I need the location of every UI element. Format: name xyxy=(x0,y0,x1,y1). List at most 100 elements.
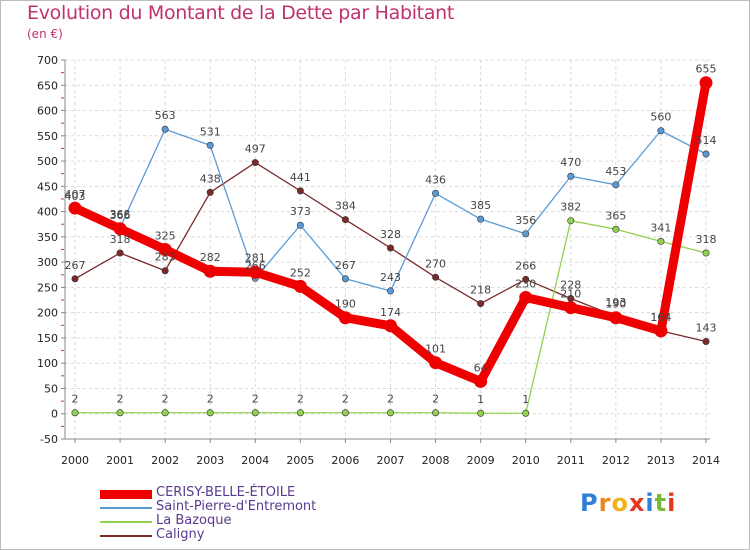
data-point xyxy=(567,172,575,180)
data-point xyxy=(161,267,169,275)
data-label: 384 xyxy=(335,200,356,213)
data-label: 174 xyxy=(380,306,401,319)
x-tick-label: 2014 xyxy=(692,454,720,467)
data-point xyxy=(206,409,214,417)
data-label: 655 xyxy=(696,63,717,76)
x-tick-label: 2008 xyxy=(422,454,450,467)
data-point xyxy=(251,159,259,167)
data-point xyxy=(429,356,443,370)
data-point xyxy=(386,409,394,417)
y-tick-label: 400 xyxy=(37,206,58,219)
legend-label: CERISY-BELLE-ÉTOILE xyxy=(156,485,296,500)
data-label: 252 xyxy=(290,266,311,279)
data-label: 143 xyxy=(696,321,717,334)
data-point xyxy=(68,201,82,215)
y-tick-label: 150 xyxy=(37,332,58,345)
data-point xyxy=(432,409,440,417)
data-point xyxy=(699,76,713,90)
data-point xyxy=(612,181,620,189)
data-label: 453 xyxy=(605,165,626,178)
data-point xyxy=(338,311,352,325)
data-label: 267 xyxy=(335,259,356,272)
data-label: 560 xyxy=(650,111,671,124)
x-tick-label: 2004 xyxy=(241,454,269,467)
x-tick-label: 2012 xyxy=(602,454,630,467)
legend-label: Caligny xyxy=(156,527,205,542)
data-label: 328 xyxy=(380,228,401,241)
data-label: 2 xyxy=(252,393,259,406)
data-point xyxy=(161,409,169,417)
data-label: 356 xyxy=(515,214,536,227)
data-label: 190 xyxy=(605,298,626,311)
data-label: 366 xyxy=(110,209,131,222)
data-label: 385 xyxy=(470,199,491,212)
data-point xyxy=(522,409,530,417)
data-label: 1 xyxy=(477,393,484,406)
data-label: 2 xyxy=(387,393,394,406)
legend-swatch xyxy=(100,535,152,537)
data-label: 2 xyxy=(207,393,214,406)
data-label: 441 xyxy=(290,171,311,184)
data-point xyxy=(702,249,710,257)
x-tick-label: 2005 xyxy=(286,454,314,467)
data-point xyxy=(203,264,217,278)
data-label: 373 xyxy=(290,205,311,218)
y-tick-label: 600 xyxy=(37,105,58,118)
data-label: 407 xyxy=(65,188,86,201)
data-point xyxy=(293,279,307,293)
logo-letter: r xyxy=(598,489,612,517)
chart-subtitle: (en €) xyxy=(27,27,63,41)
legend: CERISY-BELLE-ÉTOILE Saint-Pierre-d'Entre… xyxy=(100,485,400,543)
data-label: 228 xyxy=(560,279,581,292)
data-label: 318 xyxy=(110,233,131,246)
legend-swatch xyxy=(100,490,152,499)
data-point xyxy=(564,301,578,315)
data-label: 438 xyxy=(200,172,221,185)
y-tick-label: 200 xyxy=(37,307,58,320)
data-point xyxy=(612,225,620,233)
y-tick-label: 0 xyxy=(51,408,58,421)
data-point xyxy=(251,409,259,417)
data-label: 243 xyxy=(380,271,401,284)
data-label: 266 xyxy=(515,259,536,272)
x-tick-label: 2007 xyxy=(377,454,405,467)
data-point xyxy=(477,215,485,223)
data-point xyxy=(654,324,668,338)
data-label: 563 xyxy=(155,109,176,122)
data-point xyxy=(206,188,214,196)
data-point xyxy=(609,311,623,325)
x-tick-label: 2013 xyxy=(647,454,675,467)
data-point xyxy=(116,409,124,417)
logo-letter: t xyxy=(654,489,668,517)
data-label: 2 xyxy=(72,393,79,406)
x-tick-label: 2003 xyxy=(196,454,224,467)
logo-letter: i xyxy=(645,489,655,517)
data-point xyxy=(341,409,349,417)
data-point xyxy=(386,287,394,295)
data-point xyxy=(522,230,530,238)
legend-item-caligny: Caligny xyxy=(100,527,400,543)
data-label: 2 xyxy=(162,393,169,406)
data-point xyxy=(522,275,530,283)
legend-label: Saint-Pierre-d'Entremont xyxy=(156,499,317,514)
data-point xyxy=(161,125,169,133)
data-label: 1 xyxy=(522,393,529,406)
data-label: 2 xyxy=(117,393,124,406)
data-point xyxy=(432,273,440,281)
data-label: 193 xyxy=(605,296,626,309)
logo-letter: i xyxy=(667,489,677,517)
y-tick-label: -50 xyxy=(40,433,58,446)
x-tick-label: 2011 xyxy=(557,454,585,467)
data-point xyxy=(158,243,172,256)
legend-item-saint-pierre: Saint-Pierre-d'Entremont xyxy=(100,499,400,515)
data-point xyxy=(206,141,214,149)
y-tick-label: 100 xyxy=(37,357,58,370)
y-tick-label: 50 xyxy=(44,382,58,395)
data-label: 230 xyxy=(515,278,536,291)
logo-letter: P xyxy=(580,489,599,517)
x-tick-label: 2010 xyxy=(512,454,540,467)
data-label: 497 xyxy=(245,143,266,156)
data-point xyxy=(702,150,710,158)
data-point xyxy=(71,275,79,283)
chart-title: Evolution du Montant de la Dette par Hab… xyxy=(27,2,455,24)
